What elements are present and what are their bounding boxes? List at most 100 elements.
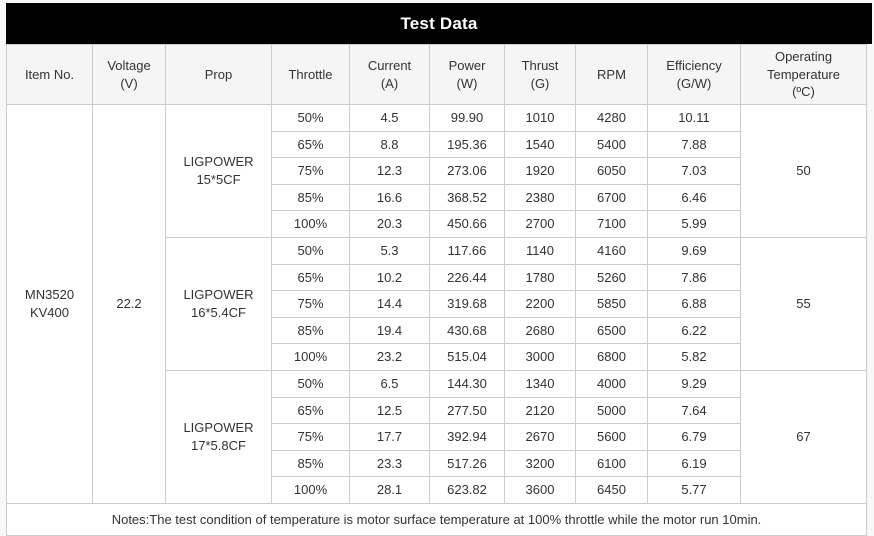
table-row: 65% 12.5 277.50 2120 5000 7.64 <box>7 396 867 425</box>
cell-rpm: 4000 <box>575 369 648 398</box>
table-row: LIGPOWER 16*5.4CF 50% 5.3 117.66 1140 4160 9.6… <box>7 236 867 371</box>
table-row: 85% 23.3 517.26 3200 6100 6.19 <box>7 449 867 478</box>
cell-thrust: 1140 <box>504 236 576 265</box>
cell-power: 450.66 <box>429 210 505 238</box>
cell-efficiency: 7.64 <box>647 396 741 425</box>
cell-rpm: 4280 <box>575 104 648 132</box>
cell-item-no: MN3520 KV400 <box>6 104 93 504</box>
cell-power: 99.90 <box>429 104 505 132</box>
cell-throttle: 65% <box>271 263 350 292</box>
cell-power: 195.36 <box>429 130 505 159</box>
table-title: Test Data <box>6 3 872 44</box>
cell-current: 17.7 <box>349 423 430 451</box>
cell-rpm: 6800 <box>575 343 648 371</box>
cell-current: 20.3 <box>349 210 430 238</box>
cell-current: 23.2 <box>349 343 430 371</box>
cell-thrust: 3600 <box>504 476 576 504</box>
cell-efficiency: 6.46 <box>647 183 741 212</box>
notes-text: Notes:The test condition of temperature … <box>6 502 867 536</box>
cell-thrust: 2700 <box>504 210 576 238</box>
cell-efficiency: 6.88 <box>647 290 741 318</box>
table-row: 75% 14.4 319.68 2200 5850 6.88 <box>7 290 867 318</box>
cell-throttle: 85% <box>271 449 350 478</box>
cell-rpm: 6500 <box>575 316 648 345</box>
cell-power: 277.50 <box>429 396 505 425</box>
cell-rpm: 6100 <box>575 449 648 478</box>
col-header-throttle: Throttle <box>271 44 350 105</box>
table-row: 75% 17.7 392.94 2670 5600 6.79 <box>7 423 867 451</box>
cell-current: 5.3 <box>349 236 430 265</box>
cell-rpm: 5260 <box>575 263 648 292</box>
col-header-rpm: RPM <box>575 44 648 105</box>
cell-throttle: 65% <box>271 130 350 159</box>
table-row: 85% 19.4 430.68 2680 6500 6.22 <box>7 316 867 345</box>
cell-efficiency: 7.86 <box>647 263 741 292</box>
cell-current: 10.2 <box>349 263 430 292</box>
cell-throttle: 100% <box>271 476 350 504</box>
cell-current: 14.4 <box>349 290 430 318</box>
cell-efficiency: 9.29 <box>647 369 741 398</box>
cell-efficiency: 9.69 <box>647 236 741 265</box>
cell-temperature: 50 <box>740 104 867 238</box>
table-row: LIGPOWER 17*5.8CF 50% 6.5 144.30 1340 4000 9.2… <box>7 369 867 504</box>
cell-rpm: 4160 <box>575 236 648 265</box>
table-header: Item No. Voltage (V) Prop Throttle Curre… <box>6 44 867 105</box>
col-header-item-no: Item No. <box>6 44 93 105</box>
table-row: 75% 12.3 273.06 1920 6050 7.03 <box>7 157 867 185</box>
cell-throttle: 100% <box>271 210 350 238</box>
cell-current: 6.5 <box>349 369 430 398</box>
cell-thrust: 1780 <box>504 263 576 292</box>
table-row: 65% 8.8 195.36 1540 5400 7.88 <box>7 130 867 159</box>
cell-power: 515.04 <box>429 343 505 371</box>
cell-rpm: 6450 <box>575 476 648 504</box>
cell-current: 16.6 <box>349 183 430 212</box>
table-footer: Notes:The test condition of temperature … <box>6 502 867 536</box>
cell-thrust: 1340 <box>504 369 576 398</box>
cell-thrust: 3200 <box>504 449 576 478</box>
cell-power: 623.82 <box>429 476 505 504</box>
cell-voltage: 22.2 <box>92 104 166 504</box>
header-row: Item No. Voltage (V) Prop Throttle Curre… <box>6 44 867 105</box>
col-header-voltage: Voltage (V) <box>92 44 166 105</box>
cell-current: 4.5 <box>349 104 430 132</box>
cell-rpm: 6700 <box>575 183 648 212</box>
cell-efficiency: 7.03 <box>647 157 741 185</box>
cell-throttle: 75% <box>271 157 350 185</box>
cell-efficiency: 5.99 <box>647 210 741 238</box>
cell-power: 273.06 <box>429 157 505 185</box>
cell-rpm: 5850 <box>575 290 648 318</box>
cell-rpm: 5000 <box>575 396 648 425</box>
col-header-power: Power (W) <box>429 44 505 105</box>
cell-thrust: 1010 <box>504 104 576 132</box>
table-body: MN3520 KV400 22.2 LIGPOWER 15*5CF 50% 4.5 99.… <box>6 104 867 504</box>
cell-throttle: 75% <box>271 290 350 318</box>
cell-throttle: 85% <box>271 183 350 212</box>
col-header-prop: Prop <box>165 44 272 105</box>
cell-efficiency: 10.11 <box>647 104 741 132</box>
cell-thrust: 3000 <box>504 343 576 371</box>
table-row: 100% 23.2 515.04 3000 6800 5.82 <box>7 343 867 371</box>
cell-current: 12.5 <box>349 396 430 425</box>
cell-efficiency: 6.19 <box>647 449 741 478</box>
table-row: MN3520 KV400 22.2 LIGPOWER 15*5CF 50% 4.5 99.… <box>6 104 867 504</box>
cell-current: 23.3 <box>349 449 430 478</box>
table-row: 85% 16.6 368.52 2380 6700 6.46 <box>7 183 867 212</box>
cell-efficiency: 6.22 <box>647 316 741 345</box>
cell-throttle: 75% <box>271 423 350 451</box>
cell-temperature: 55 <box>740 236 867 371</box>
cell-rpm: 6050 <box>575 157 648 185</box>
cell-prop: LIGPOWER 17*5.8CF <box>165 369 272 504</box>
cell-power: 319.68 <box>429 290 505 318</box>
col-header-efficiency: Efficiency (G/W) <box>647 44 741 105</box>
cell-rpm: 5600 <box>575 423 648 451</box>
cell-prop: LIGPOWER 15*5CF <box>165 104 272 238</box>
cell-efficiency: 7.88 <box>647 130 741 159</box>
cell-throttle: 50% <box>271 104 350 132</box>
col-header-current: Current (A) <box>349 44 430 105</box>
cell-throttle: 65% <box>271 396 350 425</box>
cell-current: 19.4 <box>349 316 430 345</box>
cell-power: 226.44 <box>429 263 505 292</box>
test-data-table: Item No. Voltage (V) Prop Throttle Curre… <box>6 44 867 536</box>
col-header-op-temp: Operating Temperature (ºC) <box>740 44 867 105</box>
cell-power: 517.26 <box>429 449 505 478</box>
